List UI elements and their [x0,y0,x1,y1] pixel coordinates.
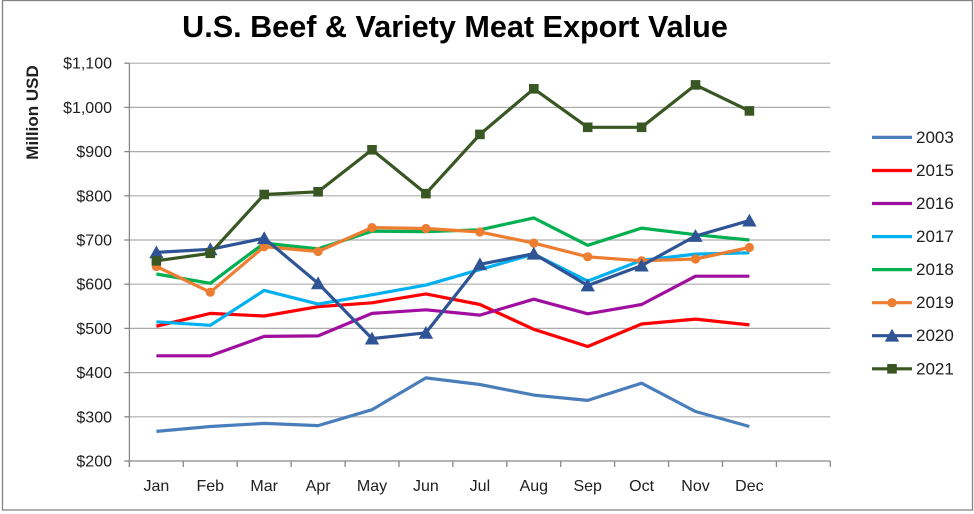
svg-text:Jan: Jan [144,478,170,495]
svg-text:$500: $500 [76,321,112,338]
svg-text:2017: 2017 [916,227,954,246]
svg-text:$600: $600 [76,277,112,294]
svg-text:2015: 2015 [916,161,954,180]
svg-text:Jun: Jun [413,478,439,495]
svg-text:$1,100: $1,100 [63,56,112,73]
svg-text:$1,000: $1,000 [63,100,112,117]
svg-text:Million USD: Million USD [23,65,42,159]
svg-text:2020: 2020 [916,326,954,345]
svg-text:Jul: Jul [470,478,490,495]
svg-text:$400: $400 [76,365,112,382]
svg-text:$700: $700 [76,233,112,250]
svg-text:2019: 2019 [916,293,954,312]
svg-text:May: May [357,478,387,495]
svg-text:Mar: Mar [250,478,278,495]
svg-text:$300: $300 [76,409,112,426]
svg-text:Feb: Feb [197,478,225,495]
svg-text:Dec: Dec [735,478,763,495]
svg-text:2003: 2003 [916,128,954,147]
svg-text:$900: $900 [76,144,112,161]
svg-text:2018: 2018 [916,260,954,279]
svg-text:U.S. Beef & Variety Meat Expor: U.S. Beef & Variety Meat Export Value [182,10,728,44]
svg-text:Aug: Aug [520,478,548,495]
svg-text:2021: 2021 [916,359,954,378]
svg-text:Sep: Sep [573,478,602,495]
svg-text:2016: 2016 [916,194,954,213]
svg-text:$800: $800 [76,188,112,205]
svg-text:Apr: Apr [306,478,332,495]
svg-text:Nov: Nov [681,478,709,495]
svg-text:Oct: Oct [629,478,654,495]
svg-text:$200: $200 [76,454,112,471]
